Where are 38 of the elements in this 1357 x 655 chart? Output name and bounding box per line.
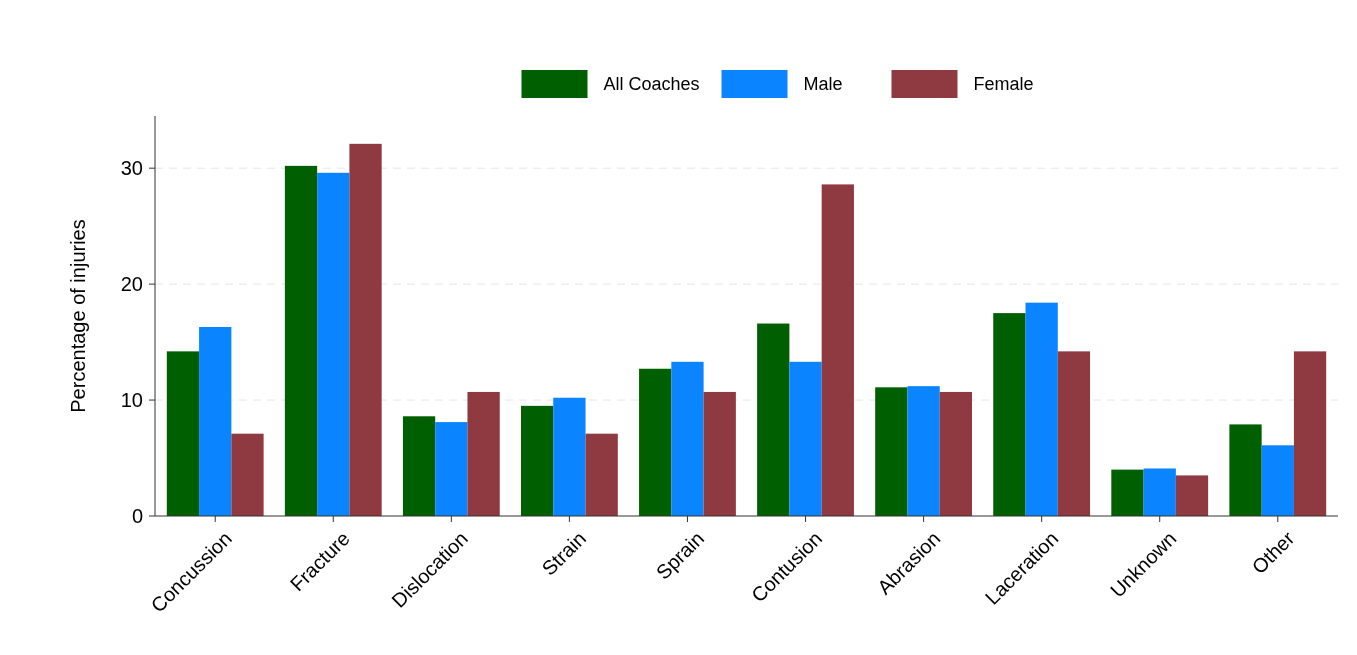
legend-label: Male <box>803 74 843 95</box>
bar <box>199 327 232 516</box>
bar <box>1025 302 1058 516</box>
bar <box>435 422 468 516</box>
bar <box>1261 445 1294 516</box>
bar <box>875 387 908 516</box>
bar <box>317 172 350 516</box>
bar <box>166 351 200 516</box>
bar <box>553 397 586 516</box>
bar <box>1057 351 1091 516</box>
bar <box>993 313 1026 516</box>
y-tick-label: 20 <box>120 273 143 296</box>
bar <box>1229 424 1262 516</box>
bar <box>671 361 704 516</box>
bar <box>1175 475 1209 516</box>
bar <box>789 361 822 516</box>
bar <box>467 391 500 516</box>
bar <box>939 391 972 516</box>
bar <box>521 405 554 516</box>
y-tick-label: 10 <box>120 389 143 412</box>
bar <box>284 165 318 516</box>
bar <box>907 386 940 516</box>
bar <box>349 143 382 516</box>
bar <box>1293 351 1327 516</box>
bar <box>1143 468 1176 516</box>
bar <box>402 416 436 516</box>
y-axis-title: Percentage of injuries <box>67 219 89 413</box>
bar <box>703 391 736 516</box>
legend-label: All Coaches <box>603 74 700 95</box>
y-tick-label: 0 <box>131 505 143 527</box>
bar <box>231 433 264 516</box>
bar <box>585 433 618 516</box>
y-tick-label: 30 <box>120 157 143 180</box>
bar <box>821 184 854 516</box>
bar <box>639 368 672 516</box>
legend-label: Female <box>973 74 1034 95</box>
bar <box>1111 469 1144 516</box>
bar <box>757 323 790 516</box>
